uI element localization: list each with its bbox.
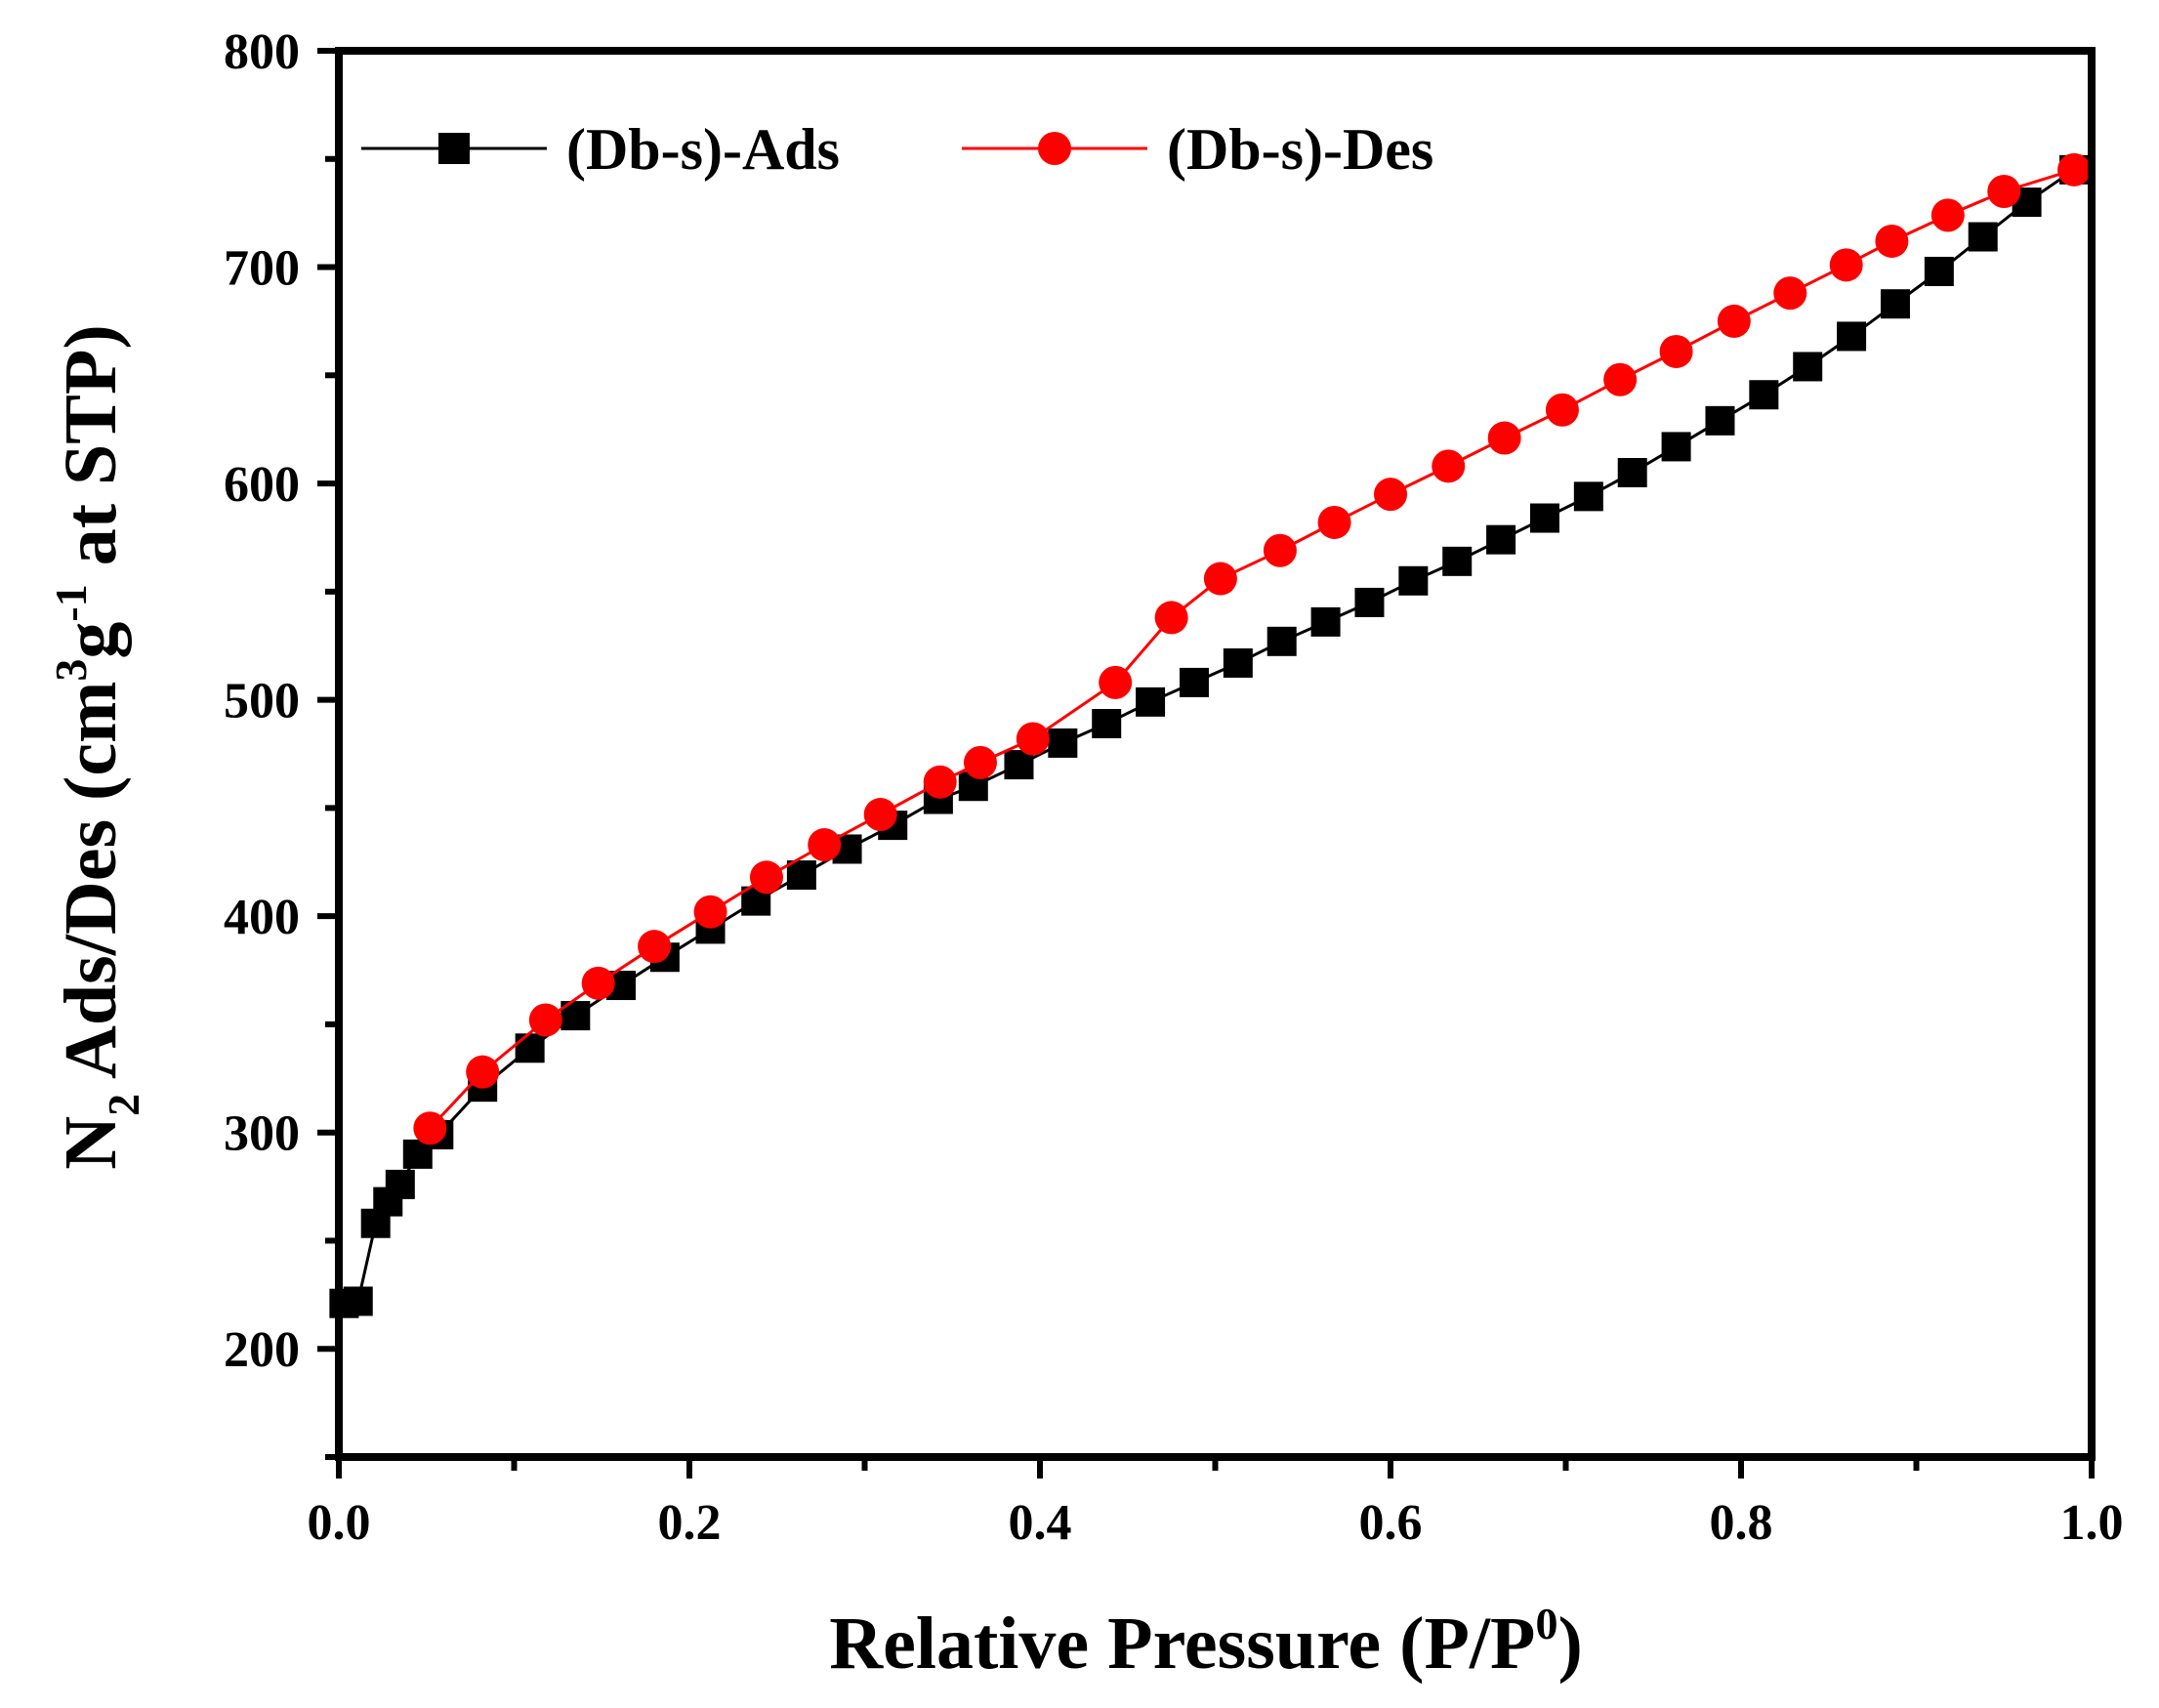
data-point-des (466, 1055, 500, 1089)
y-tick-label: 300 (224, 1106, 300, 1162)
data-point-ads (1573, 481, 1603, 512)
data-point-des (963, 745, 997, 779)
tick-labels: 0.0 0.2 0.4 0.6 0.8 1.0 200 300 400 500 600 700 800 (224, 24, 2124, 1551)
data-point-des (581, 966, 615, 1000)
data-point-ads (1705, 405, 1735, 436)
data-point-ads (1924, 256, 1954, 286)
y-axis-title: N2 Ads/Des (cm3g-1 at STP) (46, 324, 148, 1169)
data-point-des (1987, 175, 2021, 208)
series-layer (329, 152, 2092, 1318)
data-point-ads (1310, 606, 1341, 637)
data-point-des (1545, 393, 1579, 427)
series-line-ads (344, 168, 2075, 1306)
data-point-ads (786, 860, 816, 891)
data-point-ads (1004, 750, 1034, 780)
axis-ticks (317, 48, 2095, 1479)
data-point-ads (1398, 565, 1429, 596)
data-point-des (808, 828, 842, 862)
legend: (Db-s)-Ads (Db-s)-Des (361, 117, 1433, 182)
legend-label-ads: (Db-s)-Ads (566, 117, 840, 182)
data-point-des (638, 930, 672, 964)
data-point-des (1154, 601, 1188, 635)
x-tick-label: 0.6 (1359, 1495, 1423, 1551)
x-axis-title: Relative Pressure (P/P0) (829, 1599, 1583, 1685)
data-point-des (923, 765, 957, 799)
data-point-ads (1968, 222, 1998, 252)
data-point-des (1773, 276, 1807, 311)
data-point-ads (1486, 524, 1516, 555)
data-point-ads (1793, 352, 1823, 382)
y-tick-label: 700 (224, 241, 300, 297)
data-point-ads (1048, 728, 1078, 758)
data-point-des (1659, 334, 1693, 368)
data-point-ads (1617, 458, 1647, 487)
x-tick-label: 0.0 (308, 1495, 371, 1551)
data-point-des (1487, 421, 1521, 455)
data-point-ads (343, 1286, 373, 1316)
data-point-ads (1266, 626, 1297, 656)
data-point-des (1263, 533, 1297, 567)
y-tick-label: 800 (224, 24, 300, 80)
data-point-des (2057, 152, 2092, 187)
data-point-ads (1354, 587, 1385, 617)
legend-marker-des (1038, 132, 1071, 165)
data-point-ads (1442, 546, 1473, 576)
legend-marker-ads (438, 133, 470, 164)
x-tick-label: 0.8 (1710, 1495, 1773, 1551)
data-point-des (1931, 198, 1965, 232)
data-point-ads (1179, 667, 1209, 697)
data-point-ads (515, 1033, 545, 1063)
data-point-des (528, 1003, 562, 1037)
y-tick-label: 600 (224, 457, 300, 513)
data-point-ads (385, 1169, 415, 1199)
data-point-ads (1749, 380, 1779, 410)
legend-label-des: (Db-s)-Des (1167, 117, 1433, 182)
data-point-des (1016, 722, 1050, 756)
legend-entry-ads: (Db-s)-Ads (361, 117, 840, 182)
data-point-des (413, 1111, 447, 1146)
data-point-ads (1661, 432, 1691, 462)
data-point-des (1717, 304, 1751, 338)
data-point-ads (1092, 708, 1122, 738)
data-point-ads (1136, 687, 1166, 717)
data-point-des (1317, 505, 1351, 539)
y-tick-label: 400 (224, 890, 300, 945)
y-tick-label: 500 (224, 674, 300, 729)
data-point-des (1203, 562, 1237, 596)
data-point-des (1829, 248, 1863, 282)
data-point-des (693, 895, 727, 929)
data-point-des (1099, 665, 1133, 699)
data-point-des (1432, 449, 1466, 483)
x-tick-label: 0.4 (1009, 1495, 1072, 1551)
y-tick-label: 200 (224, 1322, 300, 1378)
data-point-des (749, 860, 783, 895)
data-point-ads (1529, 503, 1559, 533)
data-point-ads (1837, 321, 1867, 352)
data-point-ads (1880, 289, 1910, 319)
data-point-des (863, 798, 897, 832)
data-point-des (1603, 362, 1638, 396)
legend-entry-des: (Db-s)-Des (962, 117, 1433, 182)
data-point-des (1875, 224, 1909, 258)
data-point-des (1374, 478, 1407, 512)
x-tick-label: 1.0 (2060, 1495, 2124, 1551)
data-point-ads (1223, 647, 1253, 678)
plot-frame (335, 47, 2096, 1461)
x-tick-label: 0.2 (658, 1495, 722, 1551)
